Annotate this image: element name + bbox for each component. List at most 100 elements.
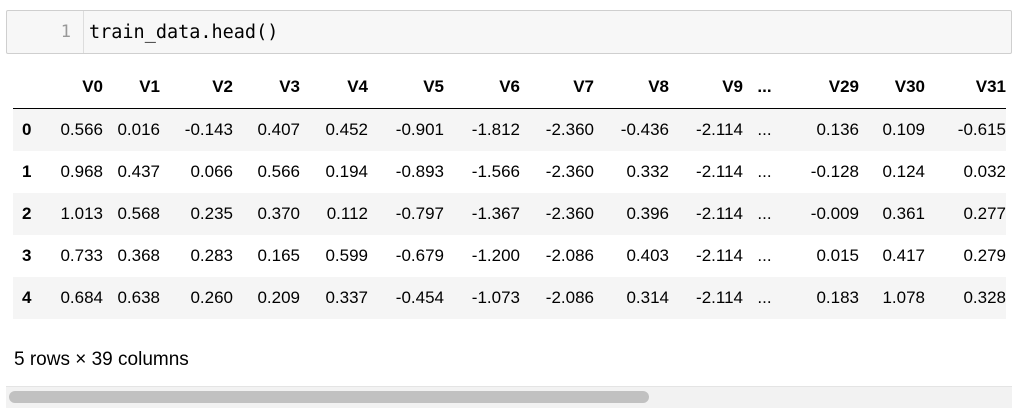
table-cell: -2.114: [696, 161, 743, 181]
table-cell-ellipsis: ...: [757, 119, 772, 139]
row-index: 4: [22, 287, 32, 307]
column-header: V6: [444, 66, 520, 109]
table-cell: 0.407: [257, 119, 300, 139]
table-row: 0 0.566 0.016 -0.143 0.407 0.452 -0.901 -1.812 -…: [13, 108, 1006, 151]
column-header: V3: [233, 66, 300, 109]
table-cell: -2.086: [545, 245, 594, 265]
table-cell: 0.124: [882, 161, 925, 181]
column-header: V5: [368, 66, 444, 109]
column-header: V8: [594, 66, 669, 109]
table-cell: -0.143: [184, 119, 233, 139]
table-cell: 0.277: [963, 203, 1006, 223]
table-cell: 0.568: [117, 203, 160, 223]
table-cell: -0.128: [810, 161, 859, 181]
table-cell: -2.114: [696, 119, 743, 139]
column-header: V7: [520, 66, 594, 109]
table-cell: 0.599: [325, 245, 368, 265]
row-index: 3: [22, 245, 32, 265]
scrollbar-thumb[interactable]: [9, 391, 649, 403]
index-header: [13, 66, 43, 109]
table-cell: 0.368: [117, 245, 160, 265]
table-cell: 0.684: [60, 287, 103, 307]
table-cell: 0.260: [190, 287, 233, 307]
table-cell: 0.328: [963, 287, 1006, 307]
table-cell: 0.183: [816, 287, 859, 307]
column-header: V4: [300, 66, 368, 109]
table-cell-ellipsis: ...: [757, 287, 772, 307]
row-index: 1: [22, 161, 32, 181]
table-cell: -0.436: [620, 119, 669, 139]
table-cell: -2.114: [696, 203, 743, 223]
column-header: V9: [669, 66, 743, 109]
table-cell: -2.114: [696, 287, 743, 307]
table-cell: 0.015: [816, 245, 859, 265]
table-cell: 0.396: [626, 203, 669, 223]
table-cell: -0.893: [395, 161, 444, 181]
table-cell: -0.679: [395, 245, 444, 265]
dataframe-shape-summary: 5 rows × 39 columns: [14, 349, 189, 370]
table-cell: 0.112: [326, 203, 368, 223]
table-cell: -1.367: [471, 203, 520, 223]
column-header: V30: [859, 66, 925, 109]
table-cell: 1.013: [60, 203, 103, 223]
table-row: 4 0.684 0.638 0.260 0.209 0.337 -0.454 -1.073 -2…: [13, 276, 1006, 319]
table-cell: 0.279: [963, 245, 1006, 265]
table-cell: 0.437: [117, 161, 160, 181]
table-cell: -2.360: [545, 203, 594, 223]
column-header: V29: [786, 66, 859, 109]
column-header: V1: [103, 66, 160, 109]
table-cell: -1.200: [471, 245, 520, 265]
table-row: 1 0.968 0.437 0.066 0.566 0.194 -0.893 -1.566 -2…: [13, 151, 1006, 193]
table-row: 3 0.733 0.368 0.283 0.165 0.599 -0.679 -1.200 -2…: [13, 235, 1006, 277]
table-cell: 0.235: [190, 203, 233, 223]
table-cell: 0.370: [257, 203, 300, 223]
table-cell: -0.454: [395, 287, 444, 307]
table-cell: -2.360: [545, 119, 594, 139]
table-cell: 0.566: [60, 119, 103, 139]
table-cell: -1.812: [471, 119, 520, 139]
table-cell: 0.638: [117, 287, 160, 307]
table-cell: -0.797: [395, 203, 444, 223]
table-cell: 1.078: [882, 287, 925, 307]
table-cell: 0.733: [60, 245, 103, 265]
table-cell: -0.009: [810, 203, 859, 223]
table-cell: -0.901: [395, 119, 444, 139]
column-header: V0: [43, 66, 103, 109]
dataframe-table: V0 V1 V2 V3 V4 V5 V6 V7 V8 V9... V29 V30 V31 0 0.566 0…: [13, 66, 1006, 319]
table-cell: 0.968: [60, 161, 103, 181]
table-cell-ellipsis: ...: [757, 245, 772, 265]
line-number-gutter: 1: [7, 11, 84, 53]
row-index: 0: [22, 119, 32, 139]
table-cell: 0.032: [963, 161, 1006, 181]
table-cell: 0.361: [882, 203, 925, 223]
table-cell: 0.283: [190, 245, 233, 265]
horizontal-scrollbar[interactable]: [6, 386, 1012, 408]
table-cell: 0.337: [325, 287, 368, 307]
table-cell: 0.566: [257, 161, 300, 181]
table-cell: -2.360: [545, 161, 594, 181]
column-header: V31: [925, 66, 1006, 109]
table-cell: -1.566: [471, 161, 520, 181]
table-cell: 0.417: [882, 245, 925, 265]
table-cell: 0.165: [257, 245, 300, 265]
table-cell-ellipsis: ...: [757, 203, 772, 223]
table-cell: 0.136: [816, 119, 859, 139]
table-cell: -0.615: [957, 119, 1006, 139]
table-cell: 0.016: [117, 119, 160, 139]
table-cell-ellipsis: ...: [757, 161, 772, 181]
column-header-ellipsis: ...: [743, 66, 786, 109]
table-row: 2 1.013 0.568 0.235 0.370 0.112 -0.797 -1.367 -2…: [13, 192, 1006, 235]
code-input-cell[interactable]: 1 train_data.head(): [6, 10, 1012, 54]
row-index: 2: [22, 203, 32, 223]
table-cell: 0.194: [325, 161, 368, 181]
table-cell: -1.073: [471, 287, 520, 307]
table-cell: 0.452: [325, 119, 368, 139]
line-number: 1: [60, 22, 71, 42]
code-text[interactable]: train_data.head(): [89, 22, 279, 43]
column-header: V2: [160, 66, 233, 109]
table-cell: 0.332: [626, 161, 669, 181]
table-cell: 0.314: [626, 287, 669, 307]
table-cell: -2.114: [696, 245, 743, 265]
table-cell: 0.209: [257, 287, 300, 307]
dataframe-output: V0 V1 V2 V3 V4 V5 V6 V7 V8 V9... V29 V30 V31 0 0.566 0…: [13, 66, 1006, 319]
